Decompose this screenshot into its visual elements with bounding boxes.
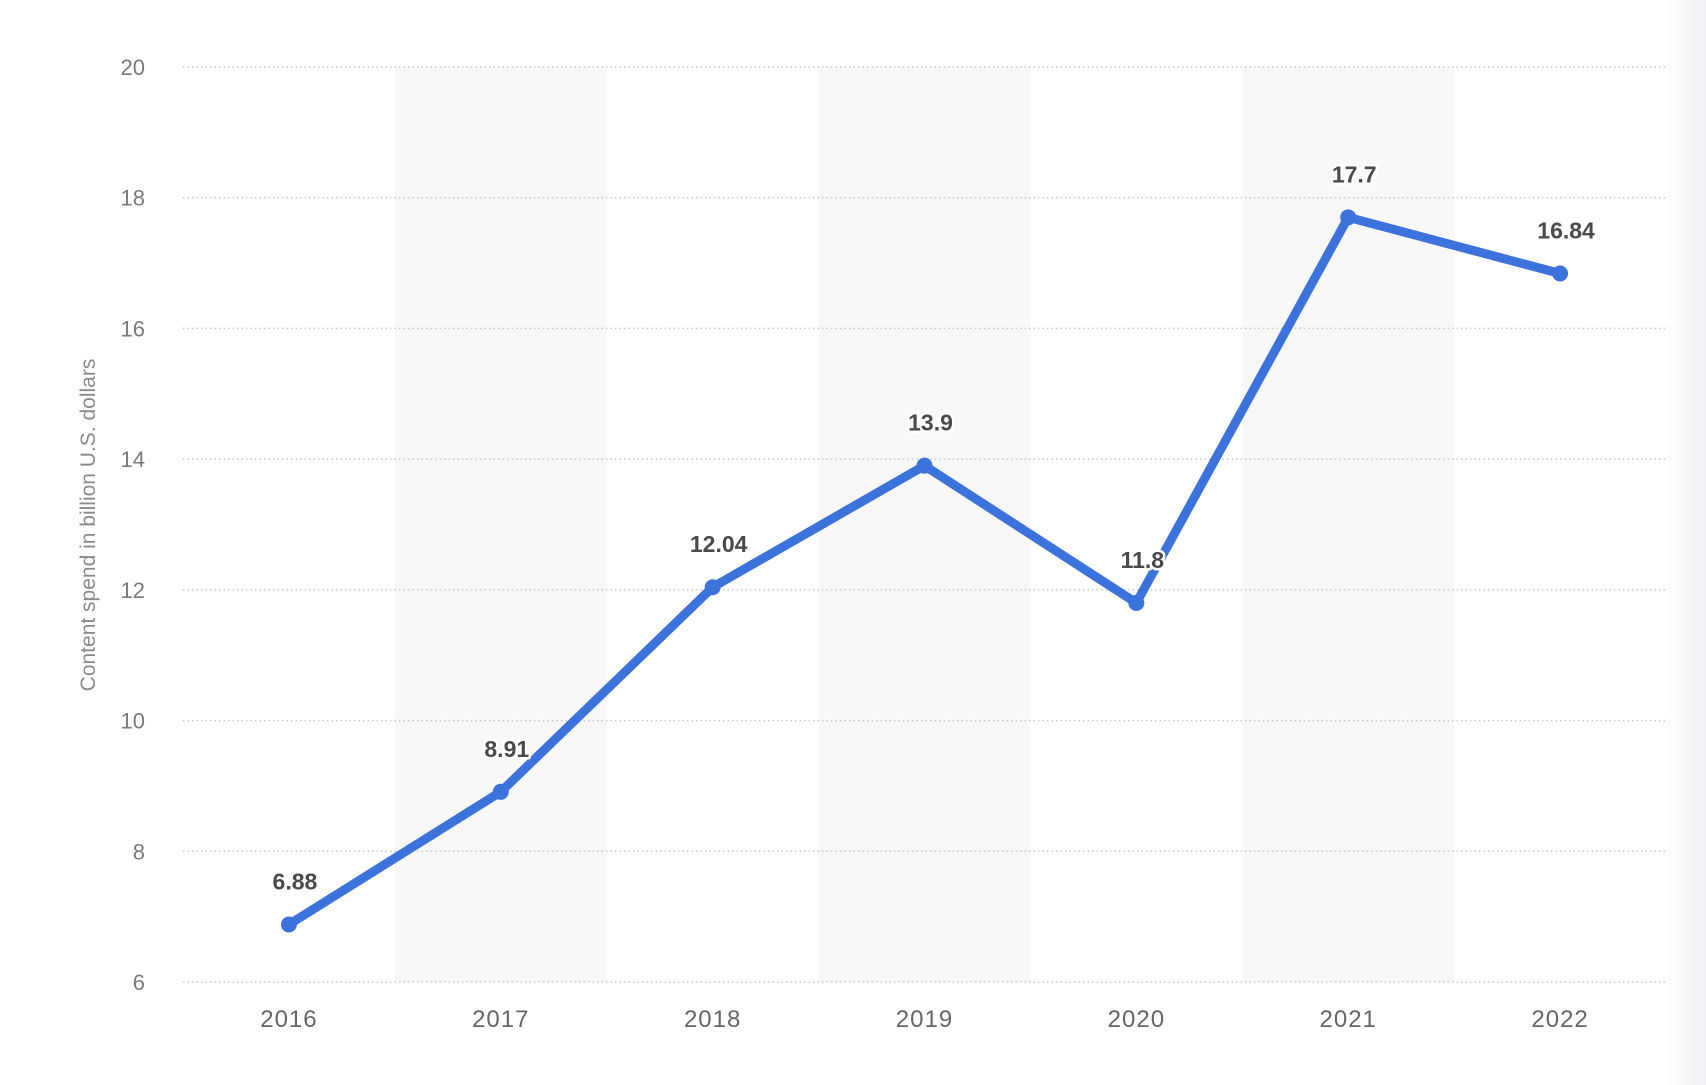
data-point[interactable] [916,457,933,474]
y-axis-ticks: 6 8 10 12 14 16 18 20 [121,55,145,995]
y-tick-label: 18 [121,186,145,211]
y-axis-label: Content spend in billion U.S. dollars [77,359,100,692]
category-band [818,67,1031,982]
category-band [394,67,607,982]
data-points [280,209,1569,933]
y-tick-label: 14 [121,447,145,472]
data-point[interactable] [492,783,509,800]
data-label: 6.88 [273,868,318,894]
data-label: 17.7 [1332,161,1377,187]
data-point[interactable] [280,916,297,933]
data-label: 12.04 [690,531,748,557]
x-tick-label: 2021 [1320,1006,1377,1033]
y-tick-label: 12 [121,578,145,603]
data-labels: 6.88 8.91 12.04 13.9 11.8 17.7 16.84 [270,159,1598,897]
x-axis-ticks: 2016 2017 2018 2019 2020 2021 2022 [260,1006,1588,1033]
data-label: 16.84 [1537,218,1595,244]
x-tick-label: 2020 [1108,1006,1165,1033]
data-label: 13.9 [908,410,953,436]
x-tick-label: 2019 [896,1006,953,1033]
data-point[interactable] [704,579,721,596]
y-tick-label: 8 [133,839,145,864]
x-tick-label: 2016 [260,1006,317,1033]
x-tick-label: 2017 [472,1006,529,1033]
y-tick-label: 10 [121,709,145,734]
data-label: 8.91 [484,736,529,762]
y-tick-label: 20 [121,55,145,80]
category-band [1242,67,1455,982]
x-tick-label: 2018 [684,1006,741,1033]
y-tick-label: 6 [133,970,145,995]
edge-shadow [1662,0,1706,1085]
data-point[interactable] [1552,265,1569,282]
y-tick-label: 16 [121,316,145,341]
data-point[interactable] [1340,209,1357,226]
data-point[interactable] [1128,594,1145,611]
data-label: 11.8 [1121,547,1165,573]
alternating-bands [394,67,1455,982]
x-tick-label: 2022 [1531,1006,1588,1033]
